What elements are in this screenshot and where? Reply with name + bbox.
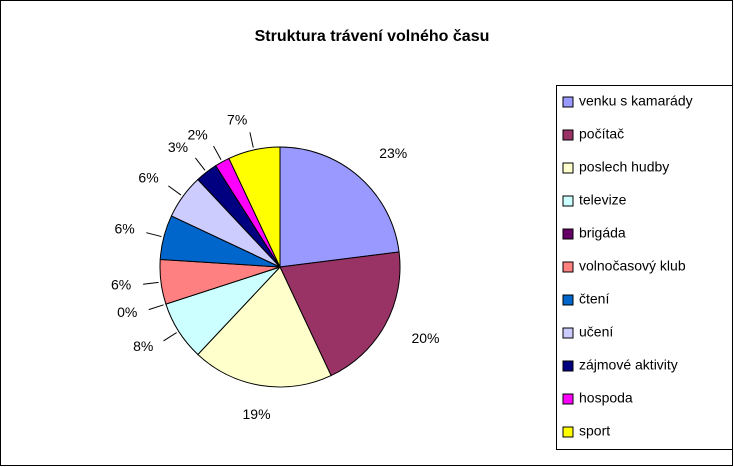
legend-swatch — [562, 426, 574, 438]
legend-swatch — [562, 294, 574, 306]
legend-label: poslech hudby — [579, 159, 669, 175]
pie-slice — [228, 146, 281, 268]
legend-label: počítač — [579, 126, 624, 142]
legend-label: hospoda — [579, 390, 633, 406]
data-label: 6% — [114, 220, 134, 236]
data-label: 20% — [411, 330, 439, 346]
legend-label: učení — [579, 324, 613, 340]
legend-swatch — [562, 129, 574, 141]
legend-swatch — [562, 360, 574, 372]
legend-label: televize — [579, 192, 627, 208]
legend-label: čtení — [579, 291, 609, 307]
legend-swatch — [562, 327, 574, 339]
leader-line — [168, 185, 182, 196]
legend-label: sport — [579, 423, 610, 439]
legend-swatch — [562, 162, 574, 174]
data-label: 6% — [111, 277, 131, 293]
chart-title: Struktura trávení volného času — [255, 28, 490, 45]
legend-swatch — [562, 393, 574, 405]
data-label: 0% — [117, 304, 137, 320]
data-label: 3% — [168, 139, 188, 155]
data-label: 7% — [227, 111, 247, 127]
leader-line — [148, 304, 164, 311]
legend-label: zájmové aktivity — [579, 357, 678, 373]
data-label: 8% — [133, 338, 153, 354]
legend-label: brigáda — [579, 225, 626, 241]
data-label: 19% — [243, 406, 271, 422]
pie-slice — [197, 266, 332, 388]
leader-line — [146, 232, 162, 238]
legend-label: volnočasový klub — [579, 258, 686, 274]
pie-slice — [279, 146, 400, 268]
legend-swatch — [562, 228, 574, 240]
legend-swatch — [562, 261, 574, 273]
leader-line — [143, 281, 159, 285]
leader-line — [163, 332, 177, 342]
legend-swatch — [562, 96, 574, 108]
leader-line — [213, 145, 222, 160]
legend-box — [556, 85, 733, 450]
data-label: 2% — [188, 126, 208, 142]
legend-label: venku s kamarády — [579, 93, 693, 109]
data-label: 23% — [379, 145, 407, 161]
data-label: 6% — [138, 170, 158, 186]
pie-slice — [279, 251, 401, 377]
legend-swatch — [562, 195, 574, 207]
leader-line — [249, 132, 254, 148]
leader-line — [195, 157, 206, 171]
